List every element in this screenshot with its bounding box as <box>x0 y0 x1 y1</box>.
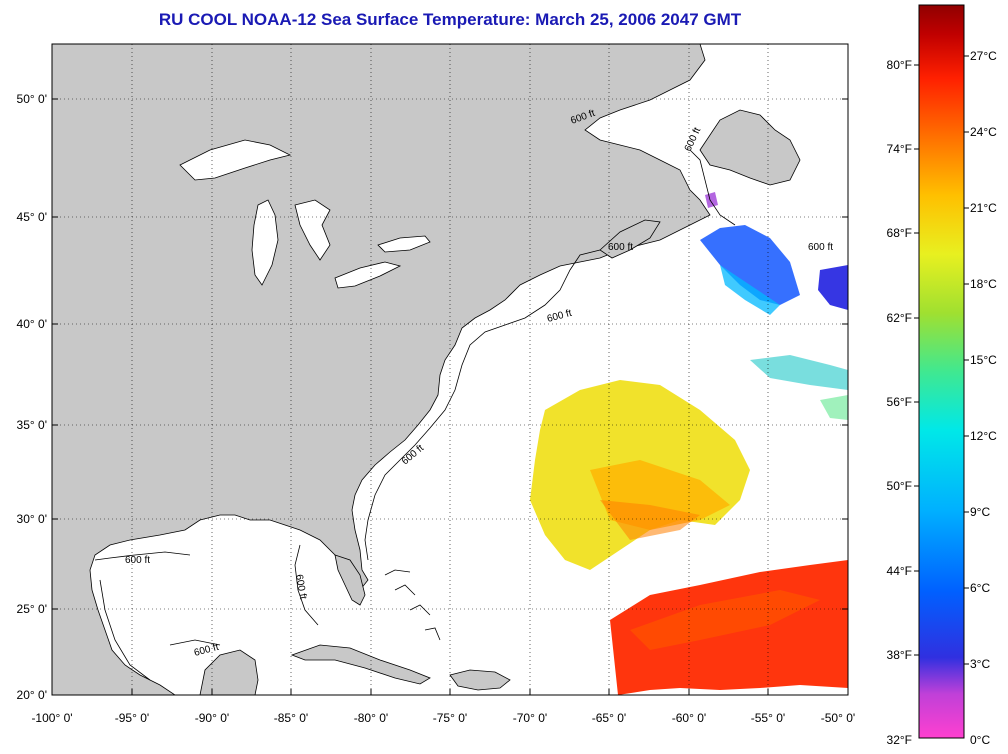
colorbar-gradient <box>918 4 965 739</box>
lon-label: -95° 0' <box>115 711 149 725</box>
great-lakes <box>179 139 431 289</box>
land-newfoundland <box>699 109 801 186</box>
land-yucatan <box>199 649 259 695</box>
land-florida <box>334 554 366 606</box>
celsius-label: 18°C <box>970 277 997 291</box>
fahrenheit-label: 56°F <box>887 395 912 409</box>
celsius-label: 15°C <box>970 353 997 367</box>
lat-label: 30° 0' <box>17 512 47 526</box>
celsius-label: 24°C <box>970 125 997 139</box>
land-hispaniola <box>449 669 511 691</box>
lat-label: 35° 0' <box>17 418 47 432</box>
lon-label: -80° 0' <box>354 711 388 725</box>
lat-label: 25° 0' <box>17 602 47 616</box>
lon-label: -100° 0' <box>31 711 72 725</box>
fahrenheit-label: 68°F <box>887 226 912 240</box>
lon-label: -75° 0' <box>433 711 467 725</box>
celsius-label: 0°C <box>970 733 990 747</box>
lon-label: -85° 0' <box>274 711 308 725</box>
land-cuba <box>290 644 431 685</box>
fahrenheit-label: 32°F <box>887 733 912 747</box>
colorbar-fahrenheit-labels: 80°F 74°F 68°F 62°F 56°F 50°F 44°F 38°F … <box>887 58 912 747</box>
lon-label: -50° 0' <box>821 711 855 725</box>
fahrenheit-label: 50°F <box>887 479 912 493</box>
fahrenheit-label: 74°F <box>887 142 912 156</box>
lon-label: -70° 0' <box>513 711 547 725</box>
land-north-america <box>52 44 711 695</box>
fahrenheit-label: 62°F <box>887 311 912 325</box>
celsius-label: 21°C <box>970 201 997 215</box>
land-nova-scotia <box>599 219 661 259</box>
land-bahamas <box>384 569 441 641</box>
celsius-label: 27°C <box>970 49 997 63</box>
sst-cold-region <box>700 225 800 305</box>
map-title: RU COOL NOAA-12 Sea Surface Temperature:… <box>158 10 742 29</box>
celsius-label: 12°C <box>970 429 997 443</box>
contour-label: 600 ft <box>293 574 308 601</box>
lon-label: -65° 0' <box>592 711 626 725</box>
lon-label: -55° 0' <box>751 711 785 725</box>
colorbar: 80°F 74°F 68°F 62°F 56°F 50°F 44°F 38°F … <box>887 4 997 747</box>
celsius-label: 9°C <box>970 505 990 519</box>
lon-label: -90° 0' <box>195 711 229 725</box>
contour-label: 600 ft <box>608 242 633 253</box>
lat-label: 50° 0' <box>17 92 47 106</box>
celsius-label: 6°C <box>970 581 990 595</box>
fahrenheit-label: 38°F <box>887 648 912 662</box>
longitude-axis: -100° 0' -95° 0' -90° 0' -85° 0' -80° 0'… <box>31 689 855 725</box>
depth-contour-600ft <box>94 149 736 681</box>
contour-label: 600 ft <box>125 555 150 566</box>
grid-lines <box>52 44 848 695</box>
fahrenheit-label: 80°F <box>887 58 912 72</box>
latitude-axis: 50° 0' 45° 0' 40° 0' 35° 0' 30° 0' 25° 0… <box>17 92 848 702</box>
lon-label: -60° 0' <box>672 711 706 725</box>
fahrenheit-label: 44°F <box>887 564 912 578</box>
lat-label: 20° 0' <box>17 688 47 702</box>
lat-label: 45° 0' <box>17 210 47 224</box>
contour-label: 600 ft <box>808 242 833 253</box>
colorbar-celsius-labels: 27°C 24°C 21°C 18°C 15°C 12°C 9°C 6°C 3°… <box>970 49 997 747</box>
sst-data <box>530 192 848 695</box>
celsius-label: 3°C <box>970 657 990 671</box>
lat-label: 40° 0' <box>17 317 47 331</box>
